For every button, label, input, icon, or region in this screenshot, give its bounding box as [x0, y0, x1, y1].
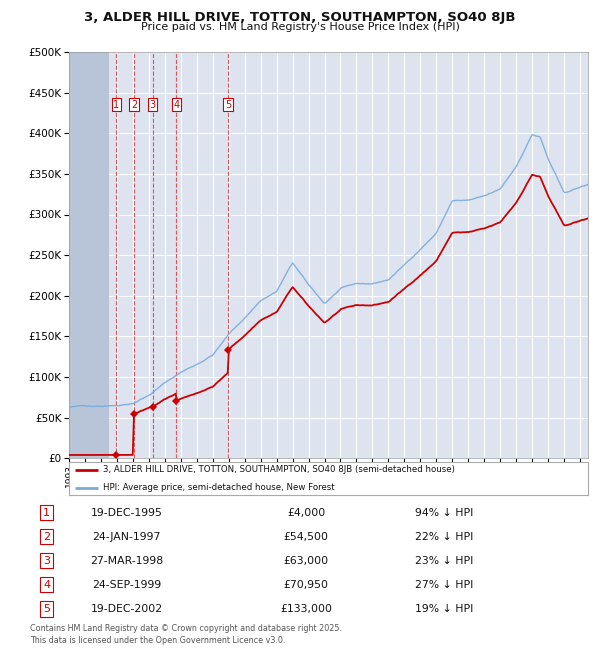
Text: 24-SEP-1999: 24-SEP-1999: [92, 580, 161, 590]
Text: 19% ↓ HPI: 19% ↓ HPI: [415, 604, 473, 614]
Text: 1: 1: [113, 100, 119, 110]
Bar: [69, 52, 109, 458]
Text: £70,950: £70,950: [284, 580, 329, 590]
Text: 19-DEC-2002: 19-DEC-2002: [91, 604, 163, 614]
Text: 2: 2: [131, 100, 137, 110]
Text: Price paid vs. HM Land Registry's House Price Index (HPI): Price paid vs. HM Land Registry's House …: [140, 22, 460, 32]
Text: 23% ↓ HPI: 23% ↓ HPI: [415, 556, 473, 566]
Text: £4,000: £4,000: [287, 508, 325, 517]
Text: 3, ALDER HILL DRIVE, TOTTON, SOUTHAMPTON, SO40 8JB (semi-detached house): 3, ALDER HILL DRIVE, TOTTON, SOUTHAMPTON…: [103, 465, 455, 474]
Text: 19-DEC-1995: 19-DEC-1995: [91, 508, 163, 517]
Text: £63,000: £63,000: [283, 556, 329, 566]
Text: 27% ↓ HPI: 27% ↓ HPI: [415, 580, 473, 590]
Text: £54,500: £54,500: [284, 532, 329, 541]
Text: 4: 4: [43, 580, 50, 590]
Text: 3: 3: [43, 556, 50, 566]
Text: 3: 3: [149, 100, 155, 110]
Text: 24-JAN-1997: 24-JAN-1997: [92, 532, 161, 541]
Text: 3, ALDER HILL DRIVE, TOTTON, SOUTHAMPTON, SO40 8JB: 3, ALDER HILL DRIVE, TOTTON, SOUTHAMPTON…: [84, 11, 516, 24]
Text: 5: 5: [43, 604, 50, 614]
Text: £133,000: £133,000: [280, 604, 332, 614]
Text: 5: 5: [225, 100, 231, 110]
Text: 27-MAR-1998: 27-MAR-1998: [90, 556, 163, 566]
Text: 94% ↓ HPI: 94% ↓ HPI: [415, 508, 473, 517]
Text: HPI: Average price, semi-detached house, New Forest: HPI: Average price, semi-detached house,…: [103, 484, 334, 492]
Text: 4: 4: [173, 100, 179, 110]
Text: Contains HM Land Registry data © Crown copyright and database right 2025.
This d: Contains HM Land Registry data © Crown c…: [30, 624, 342, 645]
Text: 22% ↓ HPI: 22% ↓ HPI: [415, 532, 473, 541]
Text: 2: 2: [43, 532, 50, 541]
Text: 1: 1: [43, 508, 50, 517]
